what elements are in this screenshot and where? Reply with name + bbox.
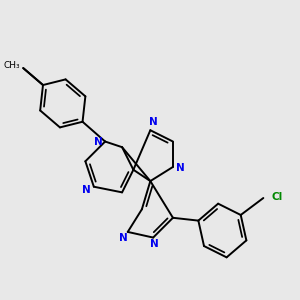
Text: N: N: [94, 136, 102, 146]
Text: N: N: [176, 164, 184, 173]
Text: N: N: [149, 117, 158, 128]
Text: N: N: [119, 233, 128, 243]
Text: CH₃: CH₃: [4, 61, 20, 70]
Text: Cl: Cl: [272, 192, 283, 202]
Text: N: N: [150, 239, 159, 249]
Text: N: N: [82, 184, 91, 194]
